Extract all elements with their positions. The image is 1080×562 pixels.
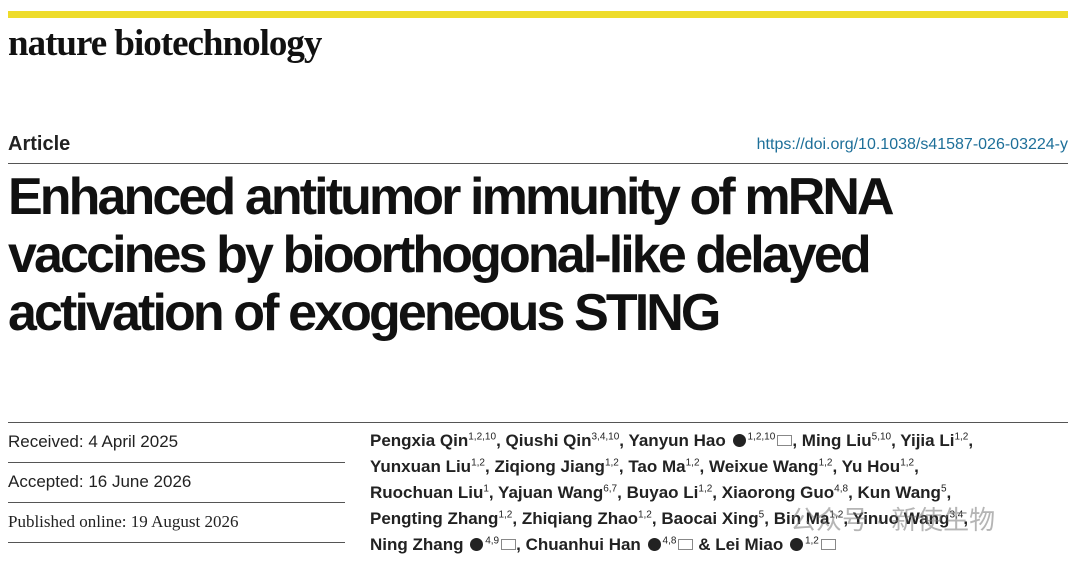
divider <box>8 163 1068 164</box>
affiliation: 1,2,10 <box>468 431 497 443</box>
separator: , <box>832 457 838 476</box>
author-name: Lei Miao <box>715 535 784 554</box>
author-name: Yanyun Hao <box>628 431 726 450</box>
affiliation: 1,2 <box>698 483 713 495</box>
article-type: Article <box>8 133 71 155</box>
divider <box>8 462 345 463</box>
author-name: Yajuan Wang <box>498 483 604 502</box>
separator: , <box>764 509 769 528</box>
separator: , <box>699 457 705 476</box>
date-line: Published online: 19 August 2026 <box>8 512 239 531</box>
affiliation: 1,2,10 <box>747 431 776 443</box>
separator: , <box>963 509 969 528</box>
affiliation: 5 <box>940 483 947 495</box>
separator: , <box>496 431 501 450</box>
author-name: Pengxia Qin <box>370 431 469 450</box>
author-name: Ning Zhang <box>370 535 464 554</box>
title-line: activation of exogeneous STING <box>8 284 721 342</box>
affiliation: 1,2 <box>829 509 844 521</box>
separator: , <box>488 483 494 502</box>
divider <box>8 502 345 503</box>
affiliation: 5,10 <box>871 431 892 443</box>
separator: , <box>843 509 849 528</box>
affiliation: 4,8 <box>662 535 677 547</box>
affiliation: 5 <box>758 509 765 521</box>
title-line: Enhanced antitumor immunity of mRNA <box>8 168 895 226</box>
separator: , <box>712 483 718 502</box>
doi-link[interactable]: https://doi.org/10.1038/s41587-026-03224… <box>756 136 1068 153</box>
author-name: Pengting Zhang <box>370 509 499 528</box>
separator: , <box>512 509 518 528</box>
affiliation: 1,2 <box>954 431 969 443</box>
author-line: Ning Zhang 4,9, Chuanhui Han 4,8 & Lei M… <box>370 535 836 555</box>
affiliation: 4,8 <box>834 483 849 495</box>
affiliation: 1,2 <box>804 535 819 547</box>
date-line: Received: 4 April 2025 <box>8 432 179 451</box>
author-name: Ruochuan Liu <box>370 483 484 502</box>
orcid-icon[interactable] <box>647 538 661 551</box>
separator: , <box>968 431 974 450</box>
affiliation: 1,2 <box>818 457 833 469</box>
author-name: Chuanhui Han <box>525 535 641 554</box>
author-name: Yinuo Wang <box>852 509 950 528</box>
watermark: 公众号 · 新使生物 <box>790 505 996 535</box>
affiliation: 1,2 <box>604 457 619 469</box>
author-line: Pengting Zhang1,2, Zhiqiang Zhao1,2, Bao… <box>370 509 968 529</box>
separator: , <box>617 483 622 502</box>
divider <box>8 422 1068 423</box>
date-line: Accepted: 16 June 2026 <box>8 472 192 491</box>
author-line: Ruochuan Liu1, Yajuan Wang6,7, Buyao Li1… <box>370 483 951 503</box>
author-name: Buyao Li <box>626 483 699 502</box>
author-name: Baocai Xing <box>661 509 759 528</box>
affiliation: 1,2 <box>498 509 513 521</box>
affiliation: 1,2 <box>685 457 700 469</box>
separator: , <box>946 483 952 502</box>
orcid-icon[interactable] <box>732 434 746 447</box>
separator: , <box>484 457 490 476</box>
author-name: Zhiqiang Zhao <box>521 509 638 528</box>
author-name: Xiaorong Guo <box>721 483 835 502</box>
separator: , <box>651 509 657 528</box>
separator: , <box>619 431 625 450</box>
author-line: Yunxuan Liu1,2, Ziqiong Jiang1,2, Tao Ma… <box>370 457 919 477</box>
author-line: Pengxia Qin1,2,10, Qiushi Qin3,4,10, Yan… <box>370 431 973 451</box>
separator: , <box>891 431 896 450</box>
author-name: Yu Hou <box>841 457 901 476</box>
separator: , <box>792 431 798 450</box>
separator: , <box>618 457 624 476</box>
author-name: Weixue Wang <box>709 457 819 476</box>
author-name: Ziqiong Jiang <box>494 457 605 476</box>
author-name: Bin Ma <box>773 509 830 528</box>
author-name: Qiushi Qin <box>505 431 592 450</box>
author-name: Yunxuan Liu <box>370 457 472 476</box>
author-name: Kun Wang <box>857 483 941 502</box>
divider <box>8 542 345 543</box>
affiliation: 3,4,10 <box>591 431 620 443</box>
affiliation: 3,4 <box>949 509 964 521</box>
orcid-icon[interactable] <box>470 538 484 551</box>
author-name: Yijia Li <box>900 431 955 450</box>
orcid-icon[interactable] <box>789 538 803 551</box>
separator: , <box>516 535 521 554</box>
affiliation: 1,2 <box>637 509 652 521</box>
email-icon[interactable] <box>678 539 694 550</box>
title-line: vaccines by bioorthogonal-like delayed <box>8 226 872 284</box>
affiliation: 6,7 <box>603 483 618 495</box>
affiliation: 1,2 <box>471 457 485 469</box>
separator: & <box>698 535 711 554</box>
journal-name: nature biotechnology <box>8 23 322 64</box>
email-icon[interactable] <box>820 539 836 550</box>
author-name: Ming Liu <box>801 431 872 450</box>
email-icon[interactable] <box>501 539 517 550</box>
accent-bar <box>8 11 1068 18</box>
email-icon[interactable] <box>777 435 793 446</box>
affiliation: 1 <box>483 483 489 495</box>
separator: , <box>914 457 919 476</box>
affiliation: 4,9 <box>485 535 500 547</box>
affiliation: 1,2 <box>900 457 915 469</box>
separator: , <box>848 483 853 502</box>
author-name: Tao Ma <box>628 457 686 476</box>
